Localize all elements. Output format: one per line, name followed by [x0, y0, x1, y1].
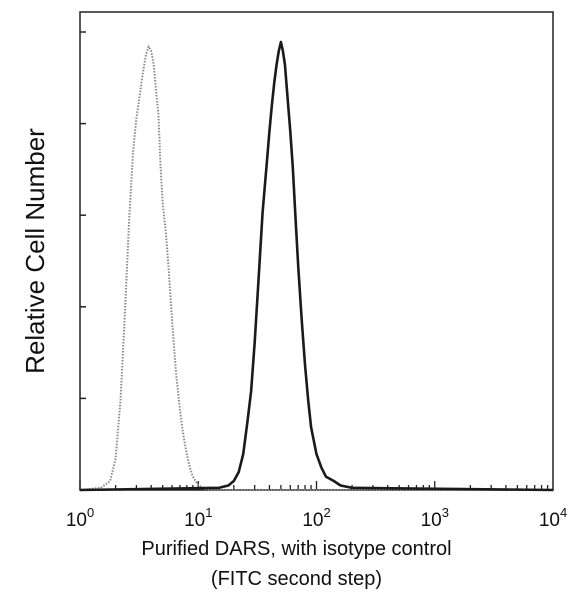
- x-axis-title-line2: (FITC second step): [211, 568, 382, 590]
- plot-frame: [79, 11, 554, 491]
- x-axis-tick-labels: 100 101 102 103 104: [66, 505, 567, 531]
- y-axis-title: Relative Cell Number: [20, 128, 50, 374]
- x-tick-label: 101: [184, 505, 212, 531]
- x-tick-label: 104: [539, 505, 567, 531]
- x-axis-title-line1: Purified DARS, with isotype control: [141, 538, 451, 560]
- y-axis-ticks: [80, 31, 86, 400]
- histogram-series-2: [79, 40, 554, 492]
- x-tick-label: 100: [66, 505, 94, 531]
- histogram-series-1: [79, 45, 553, 491]
- histogram-series: [79, 40, 554, 492]
- x-tick-label: 103: [421, 505, 449, 531]
- x-tick-label: 102: [302, 505, 330, 531]
